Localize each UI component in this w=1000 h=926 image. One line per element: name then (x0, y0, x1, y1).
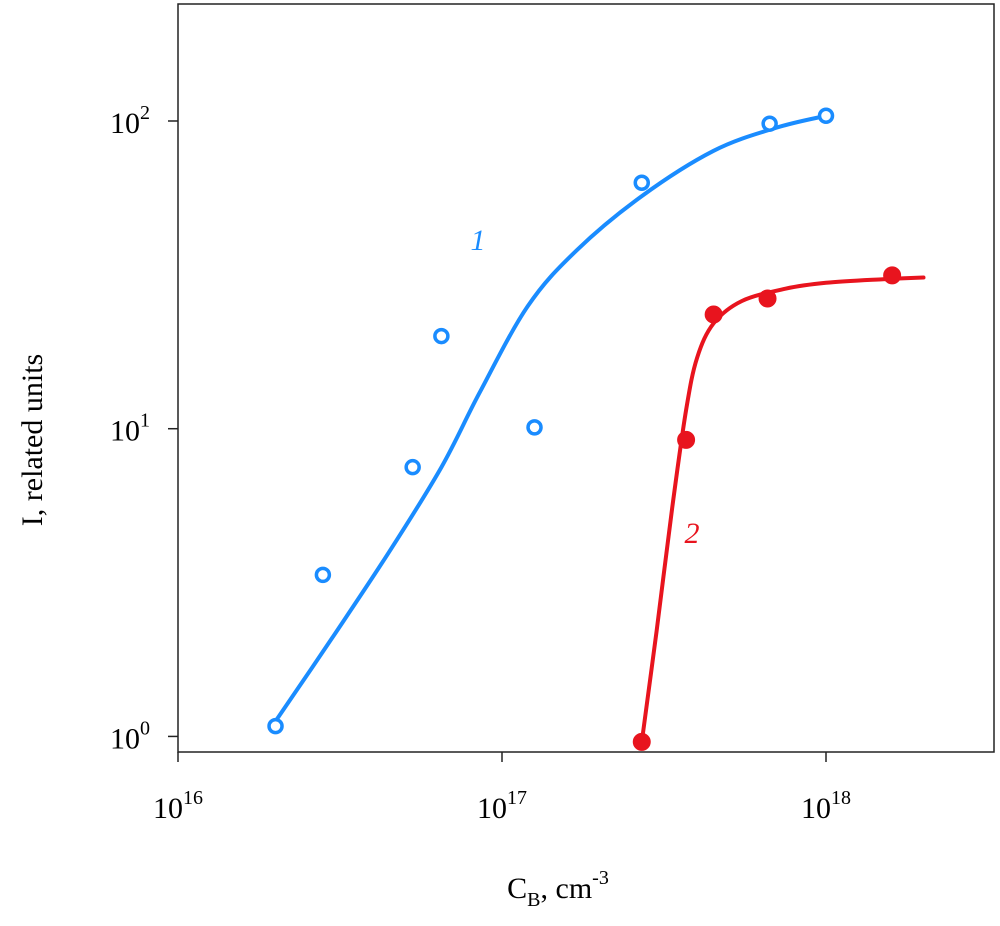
y-tick-label-base: 10 (110, 722, 140, 755)
x-tick-label-exponent: 16 (183, 787, 203, 809)
x-axis-ticks: 1016 1017 1018 (153, 752, 851, 825)
x-tick-label: 1017 (477, 787, 527, 825)
series-1-fit-line (273, 113, 828, 724)
series-2-label: 2 (685, 517, 700, 550)
data-point (404, 458, 421, 476)
data-point (267, 717, 284, 735)
x-axis-label-unit-exp: -3 (592, 867, 609, 889)
plot-frame (177, 3, 995, 753)
labels-layer: 12 (471, 224, 700, 550)
x-axis-label-unit: , cm (541, 872, 593, 905)
data-point (817, 107, 835, 125)
y-tick-label-exponent: 2 (140, 102, 150, 124)
x-tick-label-base: 10 (801, 792, 831, 825)
data-point (433, 327, 450, 345)
data-point (758, 289, 777, 308)
y-tick-label-exponent: 1 (140, 410, 150, 432)
y-axis-label: I, related units (16, 354, 49, 526)
x-tick-label-exponent: 17 (507, 787, 527, 809)
x-axis-label-main: C (507, 872, 527, 905)
x-tick-label-exponent: 18 (831, 787, 851, 809)
data-point (633, 174, 651, 191)
y-tick-label-exponent: 0 (140, 717, 150, 739)
y-tick-label-base: 10 (110, 415, 140, 448)
y-tick-label: 102 (110, 102, 150, 140)
data-point (704, 305, 723, 324)
data-point (314, 566, 332, 584)
series-2-fit-line (639, 275, 926, 744)
y-tick-label-base: 10 (110, 107, 140, 140)
data-point (632, 732, 651, 751)
x-tick-label: 1016 (153, 787, 203, 825)
data-point (677, 430, 696, 449)
y-tick-label: 101 (110, 410, 150, 448)
data-point (526, 419, 543, 436)
x-tick-label-base: 10 (153, 792, 183, 825)
x-axis-label-sub: B (527, 889, 540, 911)
series-2 (632, 266, 926, 751)
x-tick-label: 1018 (801, 787, 851, 825)
data-point (761, 115, 778, 132)
x-axis-label: CB, cm-3 (507, 867, 609, 911)
series-1 (267, 107, 835, 735)
series-layer (267, 107, 926, 751)
series-1-label: 1 (471, 224, 486, 257)
y-tick-label: 100 (110, 717, 150, 755)
data-point (883, 266, 902, 285)
x-tick-label-base: 10 (477, 792, 507, 825)
